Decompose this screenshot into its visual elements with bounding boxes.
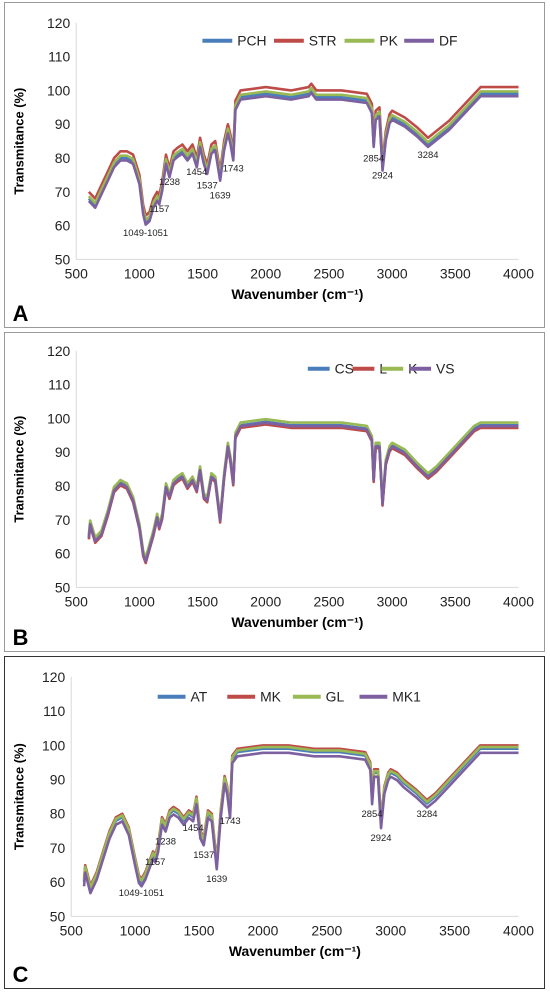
y-tick-label: 60 — [55, 546, 71, 562]
peak-label: 1157 — [145, 857, 165, 868]
x-tick-label: 4000 — [503, 265, 534, 281]
x-tick-label: 500 — [60, 922, 83, 938]
legend-label-gl: GL — [326, 689, 345, 705]
y-tick-label: 80 — [50, 806, 66, 822]
peak-label: 2854 — [362, 809, 383, 820]
legend-label-pch: PCH — [237, 33, 266, 49]
legend-label-mk1: MK1 — [392, 689, 421, 705]
panel-letter: B — [13, 625, 29, 650]
legend-label-str: STR — [309, 33, 337, 49]
chart-b-svg: 50 60 70 80 90 100 110 120 500 1000 1500 2000 2500 30… — [12, 343, 535, 650]
peak-label: 1157 — [149, 204, 169, 215]
peak-label: 1238 — [159, 177, 180, 188]
x-tick-label: 1500 — [187, 593, 218, 609]
y-tick-label: 110 — [48, 49, 70, 65]
y-tick-label: 70 — [50, 840, 66, 856]
y-tick-label: 50 — [55, 251, 71, 267]
legend-label-vs: VS — [436, 361, 455, 377]
x-tick-label: 500 — [65, 265, 88, 281]
y-tick-label: 80 — [55, 150, 71, 166]
peak-label: 1049-1051 — [123, 228, 168, 239]
y-axis-title: Transmitance (%) — [12, 416, 27, 523]
peak-label: 1639 — [210, 191, 231, 202]
y-tick-label: 60 — [50, 874, 66, 890]
y-tick-label: 70 — [55, 184, 71, 200]
legend-label-pk: PK — [379, 33, 398, 49]
x-tick-label: 2500 — [313, 265, 344, 281]
x-tick-label: 3500 — [439, 922, 470, 938]
y-tick-label: 120 — [47, 343, 70, 359]
peak-label: 3284 — [418, 150, 439, 161]
y-tick-label: 120 — [42, 669, 65, 685]
peak-label: 1537 — [197, 180, 218, 191]
x-tick-label: 1000 — [124, 593, 155, 609]
chart-panel-a: 50 60 70 80 90 100 110 120 500 1000 1500 2000 2500 30… — [4, 2, 545, 328]
panel-letter: A — [13, 301, 29, 326]
x-tick-label: 2500 — [311, 922, 342, 938]
peak-label: 2924 — [372, 170, 393, 181]
y-axis-title: Transmitance (%) — [12, 743, 27, 850]
x-tick-label: 1000 — [124, 265, 155, 281]
x-tick-label: 1000 — [120, 922, 151, 938]
peak-label: 1454 — [183, 823, 204, 834]
legend-label-mk: MK — [260, 689, 282, 705]
peak-label: 1639 — [206, 874, 227, 885]
x-tick-label: 4000 — [503, 593, 534, 609]
chart-c-svg: 50 60 70 80 90 100 110 120 500 1000 1500 2000 2500 30… — [12, 669, 535, 987]
peak-label: 1238 — [155, 837, 176, 848]
series-line-l — [87, 423, 519, 565]
x-tick-label: 2500 — [313, 593, 344, 609]
peak-label: 2924 — [371, 833, 392, 844]
chart-panel-c: 50 60 70 80 90 100 110 120 500 1000 1500 2000 2500 30… — [4, 656, 545, 989]
x-axis-title: Wavenumber (cm⁻¹) — [231, 614, 363, 630]
peak-label: 1743 — [220, 816, 241, 827]
y-tick-label: 60 — [55, 218, 71, 234]
y-tick-label: 90 — [55, 116, 71, 132]
x-tick-label: 3500 — [440, 593, 471, 609]
series-line-str — [87, 82, 519, 217]
x-tick-label: 3000 — [377, 265, 408, 281]
x-axis-title: Wavenumber (cm⁻¹) — [229, 943, 361, 959]
y-tick-label: 100 — [47, 82, 70, 98]
series-line-df — [87, 91, 519, 226]
y-tick-label: 80 — [55, 478, 71, 494]
chart-panel-b: 50 60 70 80 90 100 110 120 500 1000 1500 2000 2500 30… — [4, 332, 545, 652]
x-tick-label: 2000 — [250, 265, 281, 281]
y-tick-label: 50 — [55, 579, 71, 595]
x-tick-label: 3000 — [377, 593, 408, 609]
y-tick-label: 100 — [47, 410, 70, 426]
peak-label: 3284 — [417, 809, 438, 820]
panel-letter: C — [13, 962, 29, 987]
legend-label-at: AT — [191, 689, 208, 705]
x-tick-label: 500 — [65, 593, 88, 609]
peak-label: 2854 — [363, 153, 384, 164]
x-tick-label: 1500 — [184, 922, 215, 938]
y-tick-label: 110 — [43, 703, 65, 719]
x-axis-title: Wavenumber (cm⁻¹) — [231, 286, 363, 302]
y-tick-label: 90 — [55, 444, 71, 460]
y-tick-label: 70 — [55, 512, 71, 528]
y-tick-label: 120 — [47, 15, 70, 31]
x-tick-label: 3500 — [440, 265, 471, 281]
x-tick-label: 3000 — [375, 922, 406, 938]
peak-label: 1743 — [223, 164, 244, 175]
x-tick-label: 2000 — [250, 593, 281, 609]
y-tick-label: 90 — [50, 772, 66, 788]
peak-label: 1049-1051 — [119, 888, 164, 899]
x-tick-label: 1500 — [187, 265, 218, 281]
series-line-vs — [87, 421, 519, 563]
y-tick-label: 50 — [50, 908, 66, 924]
chart-a-svg: 50 60 70 80 90 100 110 120 500 1000 1500 2000 2500 30… — [12, 15, 535, 326]
legend-label-df: DF — [439, 33, 458, 49]
x-tick-label: 4000 — [503, 922, 534, 938]
y-tick-label: 100 — [42, 737, 65, 753]
y-tick-label: 110 — [48, 377, 70, 393]
peak-label: 1537 — [193, 850, 214, 861]
x-tick-label: 2000 — [247, 922, 278, 938]
series-line-mk1 — [82, 751, 519, 895]
legend-label-cs: CS — [335, 361, 354, 377]
y-axis-title: Transmitance (%) — [12, 88, 27, 195]
peak-label: 1454 — [186, 167, 207, 178]
